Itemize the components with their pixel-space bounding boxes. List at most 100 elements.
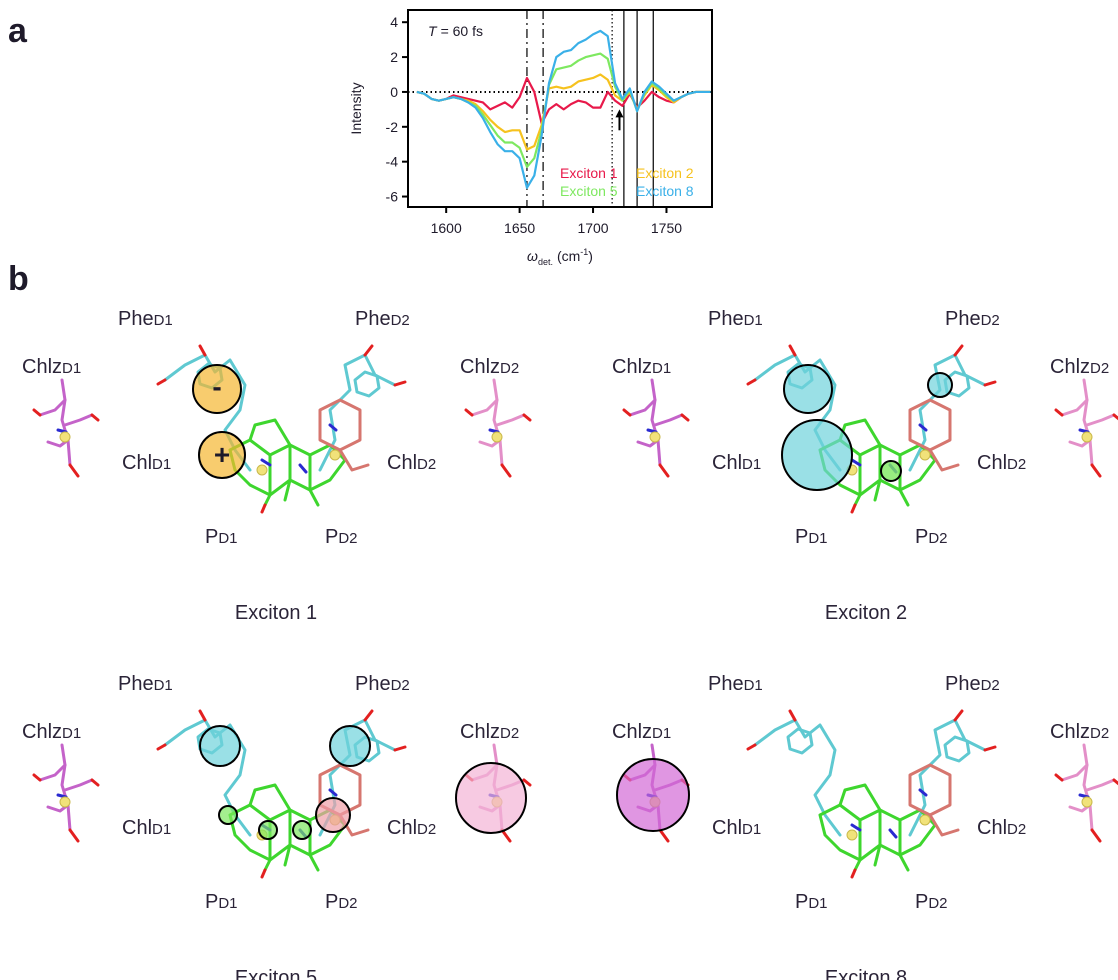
panel-label: b [8, 260, 29, 298]
residue-label: ChlzD1 [612, 721, 671, 743]
residue-label: PD1 [205, 526, 238, 548]
residue-subscript: D1 [652, 725, 671, 742]
y-tick-label: 2 [390, 49, 398, 65]
residue-label: ChlzD2 [460, 721, 519, 743]
residue-label: PD2 [325, 891, 358, 913]
residue-name: Phe [708, 308, 744, 330]
residue-label: PD2 [915, 526, 948, 548]
residue-subscript: D2 [338, 530, 357, 547]
legend-entry: Exciton 1 [560, 165, 618, 181]
residue-subscript: D1 [152, 456, 171, 473]
residue-label: ChlzD2 [460, 356, 519, 378]
arrow-head [615, 109, 623, 117]
residue-subscript: D1 [62, 360, 81, 377]
legend-entry: Exciton 8 [636, 183, 694, 199]
structure-exciton-2 [624, 346, 1118, 512]
residue-subscript: D2 [338, 895, 357, 912]
annotation-text: = 60 fs [441, 23, 483, 39]
residue-name: P [915, 526, 928, 548]
residue-name: P [325, 526, 338, 548]
residue-label: ChlzD1 [22, 356, 81, 378]
residue-label: ChlD2 [387, 452, 436, 474]
residue-name: Chlz [612, 721, 652, 743]
residue-label: PheD1 [118, 308, 173, 330]
y-axis-label: Intensity [348, 82, 364, 134]
residue-subscript: D2 [1007, 821, 1026, 838]
residue-name: Chlz [22, 721, 62, 743]
residue-name: P [325, 891, 338, 913]
residue-label: PD2 [325, 526, 358, 548]
residue-subscript: D1 [742, 456, 761, 473]
residue-name: Phe [945, 673, 981, 695]
residue-label: PD1 [795, 526, 828, 548]
x-label-sup: -1 [580, 247, 588, 257]
residue-label: PheD1 [118, 673, 173, 695]
y-tick-label: -6 [386, 189, 399, 205]
x-label-unit: (cm [557, 248, 580, 264]
x-label-close: ) [588, 248, 593, 264]
residue-label: ChlD1 [122, 452, 171, 474]
residue-label: ChlzD2 [1050, 721, 1109, 743]
residue-subscript: D2 [500, 360, 519, 377]
residue-name: Chlz [1050, 721, 1090, 743]
residue-subscript: D2 [1090, 360, 1109, 377]
x-label-symbol: ω [527, 248, 538, 264]
residue-name: Phe [708, 673, 744, 695]
residue-subscript: D1 [152, 821, 171, 838]
residue-name: Chl [977, 452, 1007, 474]
residue-name: Chlz [460, 356, 500, 378]
residue-name: Chl [387, 817, 417, 839]
residue-subscript: D1 [744, 677, 763, 694]
y-tick-label: -2 [386, 119, 399, 135]
residue-label: ChlD2 [977, 452, 1026, 474]
residue-name: Chl [387, 452, 417, 474]
residue-label: PheD1 [708, 308, 763, 330]
residue-label: ChlD2 [977, 817, 1026, 839]
residue-subscript: D1 [744, 312, 763, 329]
structure-exciton-1: - + [34, 346, 530, 512]
residue-name: Chl [122, 452, 152, 474]
residue-label: ChlzD1 [612, 356, 671, 378]
residue-name: P [915, 891, 928, 913]
residue-name: Chlz [460, 721, 500, 743]
annotation-symbol: T [428, 23, 438, 39]
residue-name: Chl [712, 817, 742, 839]
y-tick-label: 0 [390, 84, 398, 100]
residue-name: Chlz [612, 356, 652, 378]
residue-name: Phe [355, 673, 391, 695]
x-axis-label: ωdet.(cm-1) [527, 247, 593, 267]
residue-subscript: D1 [218, 895, 237, 912]
x-tick-label: 1750 [651, 220, 682, 236]
x-tick-label: 1600 [431, 220, 462, 236]
residue-label: ChlD1 [122, 817, 171, 839]
structure-exciton-8 [617, 711, 1118, 877]
residue-subscript: D1 [742, 821, 761, 838]
residue-name: Chl [122, 817, 152, 839]
series-line [417, 75, 711, 150]
residue-name: P [205, 891, 218, 913]
residue-name: Phe [945, 308, 981, 330]
exciton-title: Exciton 1 [235, 602, 317, 624]
residue-subscript: D2 [928, 530, 947, 547]
residue-label: ChlzD2 [1050, 356, 1109, 378]
sign: - [212, 371, 221, 402]
residue-name: P [205, 526, 218, 548]
structure-exciton-5 [34, 711, 530, 877]
residue-subscript: D1 [808, 530, 827, 547]
legend-entry: Exciton 2 [636, 165, 694, 181]
annotation: T= 60 fs [428, 23, 483, 39]
residue-subscript: D2 [928, 895, 947, 912]
residue-subscript: D1 [652, 360, 671, 377]
residue-subscript: D2 [417, 821, 436, 838]
x-tick-label: 1700 [577, 220, 608, 236]
x-tick-label: 1650 [504, 220, 535, 236]
legend-entry: Exciton 5 [560, 183, 618, 199]
residue-name: Phe [355, 308, 391, 330]
residue-subscript: D1 [62, 725, 81, 742]
series-line [417, 78, 711, 123]
residue-label: PheD1 [708, 673, 763, 695]
figure: a b -6-4-20241600165017001750T= 60 fsExc… [0, 0, 1118, 980]
residue-subscript: D2 [391, 312, 410, 329]
y-tick-label: -4 [386, 154, 399, 170]
